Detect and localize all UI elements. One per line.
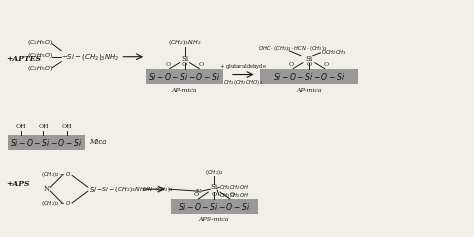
Text: O: O [324, 62, 329, 67]
Text: $+$ glutaraldehyde: $+$ glutaraldehyde [219, 62, 267, 71]
Text: AP-mica: AP-mica [296, 88, 322, 93]
Text: $Si-O-Si-O-Si$: $Si-O-Si-O-Si$ [10, 137, 82, 148]
Text: $_2HN\cdot(CH_2)_3$: $_2HN\cdot(CH_2)_3$ [141, 185, 173, 194]
Text: $OCH_2CH_3$: $OCH_2CH_3$ [321, 48, 346, 57]
Text: O: O [229, 191, 235, 197]
Text: +APTES: +APTES [6, 55, 41, 63]
Text: O: O [165, 62, 170, 67]
Text: O: O [306, 62, 311, 67]
Text: $(CH_2)_3NH_2$: $(CH_2)_3NH_2$ [168, 38, 201, 47]
Text: $(C_2H_5O)$: $(C_2H_5O)$ [27, 51, 53, 60]
Text: APS-mica: APS-mica [199, 217, 229, 222]
Bar [259, 68, 358, 84]
Bar [146, 68, 223, 84]
Text: $(C_2H_5O)$: $(C_2H_5O)$ [27, 64, 53, 73]
Text: $OHC\cdot(CH_2)_3\cdot HCN\cdot(CH_2)_3$: $OHC\cdot(CH_2)_3\cdot HCN\cdot(CH_2)_3$ [257, 44, 327, 53]
Text: $Si-O-Si-O-Si$: $Si-O-Si-O-Si$ [273, 71, 345, 82]
Bar [171, 199, 257, 214]
Text: N: N [196, 189, 201, 194]
Text: $-Si-(CH_2)_3NH_2$: $-Si-(CH_2)_3NH_2$ [96, 185, 148, 194]
Text: $CH_2CH_2OH$: $CH_2CH_2OH$ [219, 191, 249, 200]
Text: $CH_2(CH_2CHO)_2$: $CH_2(CH_2CHO)_2$ [223, 78, 263, 87]
Text: $(CH_2)_2$: $(CH_2)_2$ [205, 168, 224, 177]
Text: O: O [199, 62, 204, 67]
Text: Si: Si [305, 55, 312, 63]
Text: $(C_2H_5O)$: $(C_2H_5O)$ [27, 38, 53, 47]
Text: $Si-O-Si-O-Si$: $Si-O-Si-O-Si$ [148, 71, 221, 82]
Text: O: O [194, 191, 199, 197]
Text: AP-mica: AP-mica [172, 88, 197, 93]
Text: OH: OH [16, 124, 26, 129]
Text: O: O [289, 62, 294, 67]
Text: $-Si-(CH_2)_3NH_2$: $-Si-(CH_2)_3NH_2$ [61, 52, 119, 62]
Text: OH: OH [62, 124, 73, 129]
Text: Mica: Mica [89, 138, 106, 146]
Text: $(CH_2)_2-O$: $(CH_2)_2-O$ [41, 200, 72, 209]
Text: O: O [211, 191, 217, 197]
Text: $CH_2CH_2OH$: $CH_2CH_2OH$ [219, 183, 249, 192]
Text: $Si$: $Si$ [89, 185, 97, 194]
Text: +APS: +APS [6, 180, 29, 188]
Text: O: O [182, 62, 187, 67]
Text: $Si-O-Si-O-Si$: $Si-O-Si-O-Si$ [178, 201, 250, 212]
Text: OH: OH [38, 124, 49, 129]
Bar [8, 135, 85, 150]
Text: $(CH_2)_2-O$: $(CH_2)_2-O$ [41, 170, 72, 179]
Text: Si: Si [181, 55, 188, 63]
Text: Si: Si [210, 183, 218, 191]
Text: N: N [43, 185, 49, 193]
